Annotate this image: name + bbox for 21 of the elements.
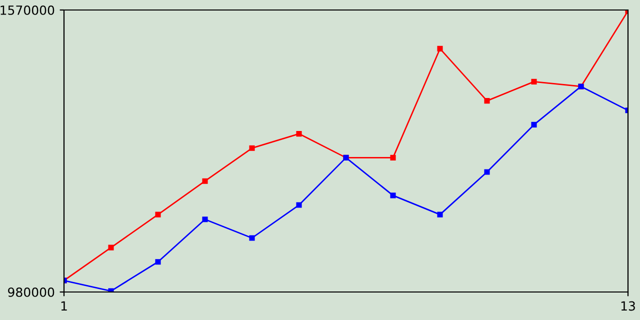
point — [531, 122, 537, 128]
point — [249, 145, 255, 151]
point — [484, 169, 490, 175]
x-tick-label: 1 — [61, 301, 67, 311]
point — [296, 131, 302, 137]
point — [437, 46, 443, 52]
y-tick-label: 1570000 — [0, 5, 54, 15]
point — [531, 78, 537, 84]
point — [155, 259, 161, 265]
point — [437, 212, 443, 218]
x-tick-label: 13 — [621, 301, 635, 311]
point — [108, 244, 114, 250]
point — [390, 192, 396, 198]
point — [484, 98, 490, 104]
point — [296, 202, 302, 208]
point — [155, 212, 161, 218]
point — [202, 216, 208, 222]
point — [390, 154, 396, 160]
point — [249, 235, 255, 241]
point — [202, 178, 208, 184]
y-tick-label: 980000 — [8, 287, 54, 297]
